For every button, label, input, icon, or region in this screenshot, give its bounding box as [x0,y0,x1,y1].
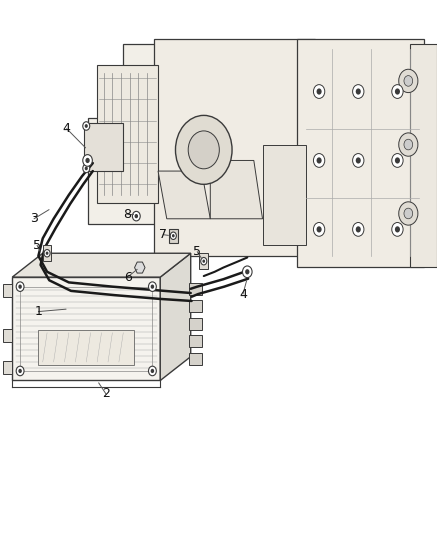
Circle shape [83,155,92,166]
Text: 5: 5 [33,239,41,252]
Circle shape [151,369,154,373]
Text: 2: 2 [102,387,110,400]
Polygon shape [199,253,208,269]
Polygon shape [43,245,51,261]
Circle shape [395,227,400,232]
Circle shape [356,227,361,232]
Circle shape [18,369,22,373]
Circle shape [399,202,418,225]
Circle shape [404,76,413,86]
Circle shape [399,69,418,93]
Polygon shape [160,253,191,381]
Circle shape [16,282,24,292]
Circle shape [353,85,364,99]
Circle shape [353,222,364,236]
Circle shape [134,214,138,219]
Circle shape [85,166,88,171]
Circle shape [392,154,403,167]
Text: 4: 4 [63,122,71,135]
Circle shape [399,133,418,156]
Circle shape [132,212,140,221]
Circle shape [404,139,413,150]
Circle shape [16,366,24,376]
Circle shape [314,222,325,236]
Polygon shape [12,277,160,381]
Text: 6: 6 [124,271,131,284]
Bar [39,330,134,365]
Circle shape [314,154,325,167]
Text: 4: 4 [239,288,247,301]
Circle shape [148,282,156,292]
Circle shape [395,88,400,95]
Polygon shape [262,144,306,245]
Circle shape [44,249,50,257]
Circle shape [245,269,250,274]
Text: 5: 5 [193,245,201,258]
Circle shape [317,227,321,232]
Polygon shape [210,160,262,219]
Bar [188,301,202,312]
Circle shape [392,85,403,99]
Polygon shape [97,65,158,203]
Circle shape [404,208,413,219]
Text: 1: 1 [35,305,42,318]
Circle shape [46,252,49,255]
Bar [188,283,202,295]
Circle shape [395,157,400,164]
Text: 8: 8 [124,208,131,221]
Circle shape [356,88,361,95]
Text: 7: 7 [159,228,167,241]
Circle shape [314,85,325,99]
Circle shape [85,124,88,128]
Circle shape [170,232,177,239]
Circle shape [176,115,232,184]
Circle shape [188,131,219,169]
Polygon shape [169,229,178,243]
Circle shape [202,260,205,263]
Bar [188,318,202,329]
Polygon shape [154,38,315,256]
Circle shape [317,157,321,164]
Circle shape [85,158,90,163]
Circle shape [243,266,252,278]
Polygon shape [410,44,437,266]
Polygon shape [158,171,210,219]
Circle shape [317,88,321,95]
Text: 3: 3 [30,212,38,225]
Polygon shape [297,38,424,266]
Polygon shape [12,253,191,277]
Bar [188,335,202,347]
Circle shape [148,366,156,376]
Circle shape [83,122,90,130]
Circle shape [83,164,90,173]
Polygon shape [88,44,162,224]
Circle shape [172,234,175,237]
Circle shape [392,222,403,236]
Circle shape [201,257,207,265]
Polygon shape [134,262,145,273]
Bar [3,361,12,374]
Circle shape [356,157,361,164]
Polygon shape [84,123,123,171]
Bar [3,284,12,297]
Circle shape [151,285,154,289]
Circle shape [353,154,364,167]
Bar [188,353,202,365]
Circle shape [18,285,22,289]
Bar [3,329,12,342]
